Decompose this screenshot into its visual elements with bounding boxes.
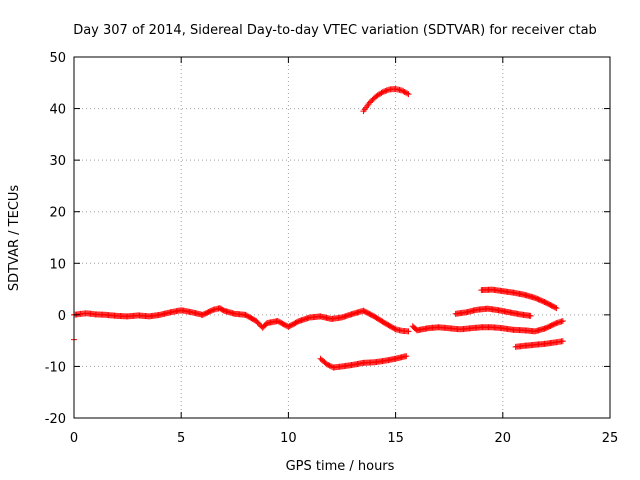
axis-ticks: 0 5 10 15 20 25 -20 -10 0 10 20 30 40 50 — [45, 51, 619, 446]
x-axis-label: GPS time / hours — [286, 459, 395, 474]
data-point — [253, 318, 260, 325]
data-point — [559, 318, 566, 325]
data-points — [71, 85, 566, 371]
data-point — [254, 319, 261, 326]
data-point — [255, 320, 262, 327]
chart-title: Day 307 of 2014, Sidereal Day-to-day VTE… — [73, 23, 597, 38]
data-point — [400, 88, 407, 95]
y-tick-label: 0 — [58, 309, 66, 324]
x-tick-label: 15 — [387, 431, 404, 446]
data-point — [401, 88, 408, 95]
data-point — [384, 87, 391, 94]
y-tick-label: 50 — [49, 51, 66, 66]
data-point — [325, 361, 332, 368]
data-point — [379, 89, 386, 96]
series-mid-right-arc — [452, 305, 534, 319]
series-lower-arc — [317, 353, 410, 371]
y-axis-label: SDTVAR / TECUs — [7, 185, 22, 292]
data-point — [402, 89, 409, 96]
data-point — [553, 305, 560, 312]
y-tick-label: 30 — [49, 154, 66, 169]
data-point — [404, 90, 411, 97]
data-point — [383, 87, 390, 94]
data-point — [403, 353, 410, 360]
plot-frame — [73, 56, 611, 419]
data-point — [527, 312, 534, 319]
x-tick-label: 5 — [177, 431, 185, 446]
y-tick-label: 40 — [49, 103, 66, 118]
data-point — [405, 91, 412, 98]
y-tick-label: -10 — [45, 360, 66, 375]
series-upper-arc — [360, 85, 412, 115]
series-main-track-16-23h — [409, 318, 566, 335]
series-upper-right-arc — [478, 286, 560, 312]
x-tick-label: 25 — [602, 431, 619, 446]
data-point — [552, 304, 559, 311]
data-point — [405, 328, 412, 335]
y-tick-label: 20 — [49, 206, 66, 221]
data-point — [326, 362, 333, 369]
x-tick-label: 20 — [495, 431, 512, 446]
data-point — [559, 338, 566, 345]
series-main-track-0-8h — [71, 305, 412, 335]
data-point — [323, 361, 330, 368]
x-tick-label: 10 — [280, 431, 297, 446]
y-tick-label: -20 — [45, 412, 66, 427]
data-point — [381, 88, 388, 95]
series-lower-right-arc — [512, 338, 566, 350]
data-point — [378, 89, 385, 96]
x-tick-label: 0 — [70, 431, 78, 446]
data-point — [327, 363, 334, 370]
data-point — [382, 88, 389, 95]
data-point — [399, 87, 406, 94]
y-tick-label: 10 — [49, 257, 66, 272]
